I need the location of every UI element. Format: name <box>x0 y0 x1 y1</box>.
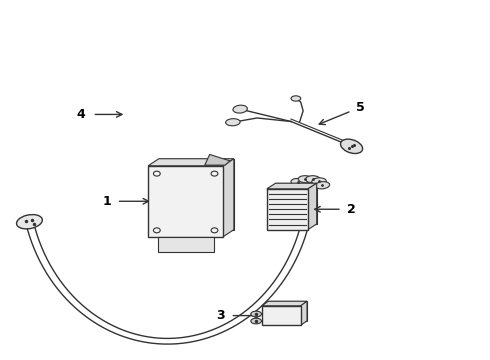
Polygon shape <box>148 159 234 166</box>
Ellipse shape <box>312 178 326 185</box>
Ellipse shape <box>17 215 42 229</box>
Text: 5: 5 <box>356 101 365 114</box>
Polygon shape <box>301 301 307 325</box>
Polygon shape <box>158 237 214 252</box>
Ellipse shape <box>225 119 240 126</box>
Ellipse shape <box>233 105 247 113</box>
Polygon shape <box>159 159 234 230</box>
Polygon shape <box>262 301 307 306</box>
Ellipse shape <box>315 182 330 189</box>
Polygon shape <box>223 159 234 237</box>
Polygon shape <box>267 189 308 230</box>
Ellipse shape <box>291 96 301 101</box>
Text: 4: 4 <box>77 108 86 121</box>
Polygon shape <box>205 154 230 165</box>
Polygon shape <box>148 166 223 237</box>
Ellipse shape <box>251 311 262 317</box>
Text: 3: 3 <box>217 309 225 322</box>
Ellipse shape <box>291 179 305 186</box>
Ellipse shape <box>305 176 320 183</box>
Polygon shape <box>275 183 317 224</box>
Polygon shape <box>262 306 301 325</box>
Ellipse shape <box>298 176 313 183</box>
Polygon shape <box>308 183 317 230</box>
Polygon shape <box>268 301 307 321</box>
Text: 2: 2 <box>347 203 356 216</box>
Polygon shape <box>267 183 317 189</box>
Ellipse shape <box>251 318 262 324</box>
Text: 1: 1 <box>102 195 111 208</box>
Ellipse shape <box>341 139 363 153</box>
